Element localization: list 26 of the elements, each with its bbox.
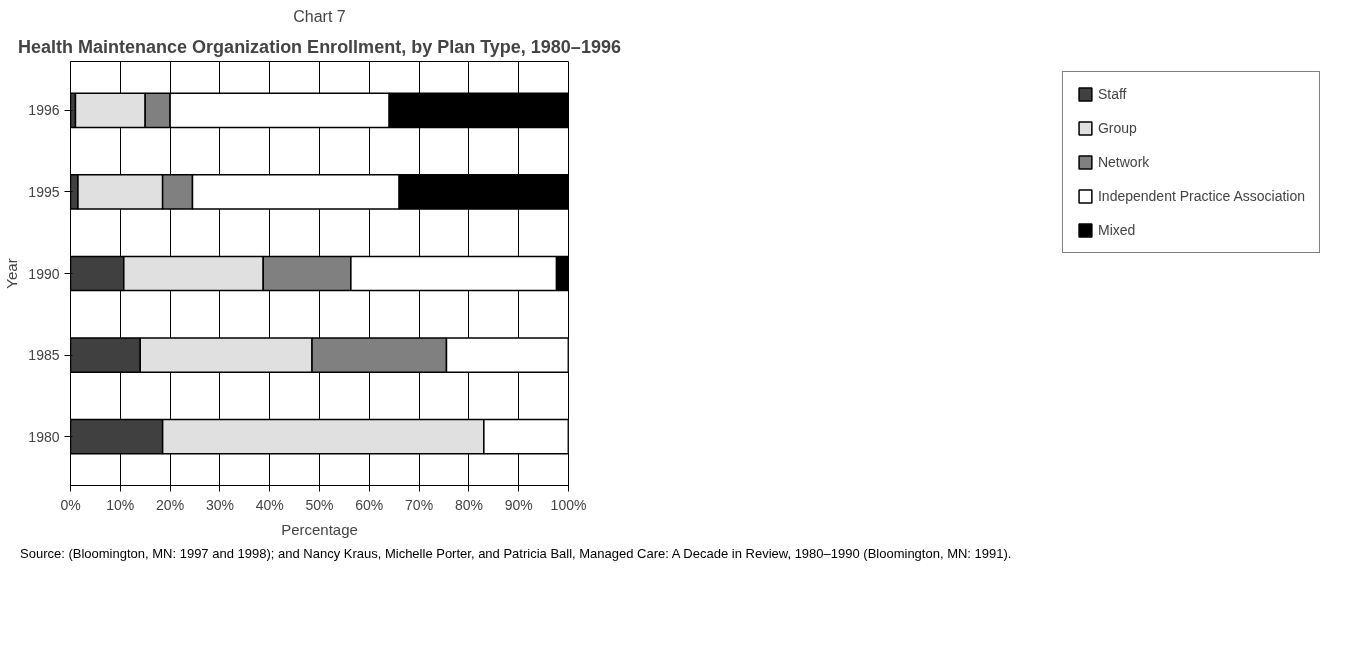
legend-label: Staff: [1097, 86, 1128, 102]
x-tick-label: 70%: [405, 496, 434, 513]
chart-title: Health Maintenance Organization Enrollment, by Plan Type, 1980–1996: [18, 36, 621, 57]
y-tick-label: 1995: [28, 183, 60, 200]
x-tick-label: 40%: [255, 496, 284, 513]
legend-label: Group: [1097, 120, 1138, 136]
legend-label: Mixed: [1097, 222, 1137, 238]
y-tick-label: 1996: [28, 102, 60, 119]
legend-label: Independent Practice Association: [1097, 188, 1305, 204]
x-tick-label: 80%: [454, 496, 483, 513]
y-tick-label: 1980: [28, 428, 60, 445]
x-tick-label: 30%: [205, 496, 234, 513]
legend-label: Network: [1097, 154, 1151, 170]
x-tick-label: 20%: [156, 496, 185, 513]
x-axis-title: Percentage: [281, 520, 358, 538]
x-tick-label: 10%: [106, 496, 135, 513]
y-tick-label: 1990: [28, 265, 60, 282]
chart-subtitle: Chart 7: [293, 7, 346, 25]
x-tick-label: 100%: [550, 496, 587, 513]
x-tick-label: 50%: [305, 496, 334, 513]
x-tick-label: 90%: [504, 496, 533, 513]
y-axis-title: Year: [3, 258, 21, 289]
x-tick-label: 60%: [355, 496, 384, 513]
x-tick-label: 0%: [60, 496, 81, 513]
source-note: Source: (Bloomington, MN: 1997 and 1998); and Nancy Kraus, Michelle Porter, and Patricia Ball, Managed Care: A Decade in Review, 1980–1990 (Bloomington, MN: 1991).: [20, 545, 1012, 563]
y-tick-label: 1985: [28, 347, 60, 364]
